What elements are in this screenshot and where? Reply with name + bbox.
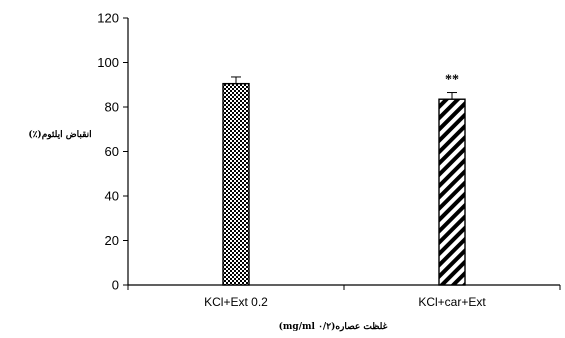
axes: [127, 18, 560, 286]
y-tick-label: 120: [97, 11, 119, 26]
category-labels: KCl+Ext 0.2 KCl+car+Ext: [204, 295, 486, 309]
y-tick-label: 80: [105, 100, 119, 115]
y-ticks: 0 20 40 60 80 100 120: [97, 11, 128, 293]
y-tick-label: 40: [105, 189, 119, 204]
x-ticks: [127, 285, 561, 290]
x-axis-label: غلظت عصاره(۰/۲ mg/ml): [279, 321, 388, 332]
y-tick-label: 0: [112, 278, 119, 293]
x-tick-label: KCl+car+Ext: [418, 295, 486, 309]
annotations: **: [445, 73, 459, 88]
y-axis-label: انقباض ایلئوم(٪): [28, 129, 91, 140]
y-tick-label: 60: [105, 144, 119, 159]
x-tick-label: KCl+Ext 0.2: [204, 295, 268, 309]
y-tick-label: 20: [105, 233, 119, 248]
significance-marker: **: [445, 73, 459, 88]
y-tick-label: 100: [97, 55, 119, 70]
bar: [222, 82, 250, 286]
bar: [438, 98, 466, 286]
error-bars: [231, 76, 457, 100]
bars: [222, 82, 466, 286]
